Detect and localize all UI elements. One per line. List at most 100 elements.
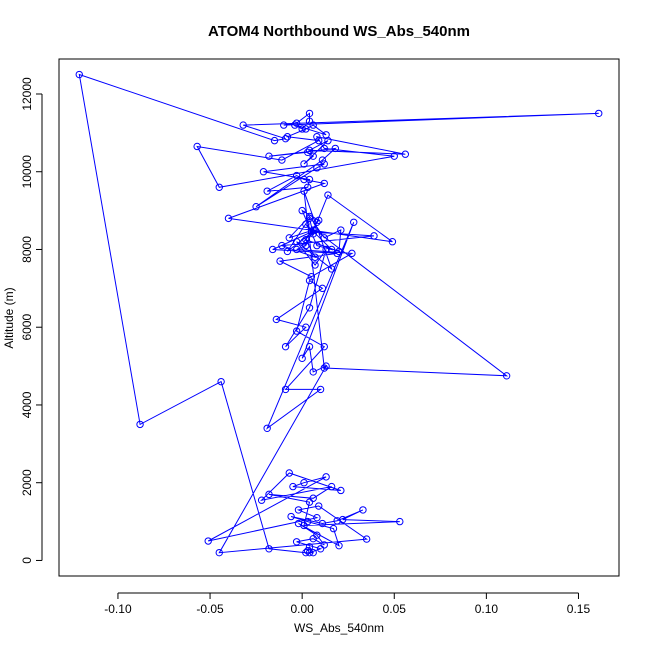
data-point xyxy=(322,362,330,370)
data-point xyxy=(265,545,273,553)
data-point xyxy=(300,479,308,487)
data-point xyxy=(320,342,328,351)
data-point xyxy=(292,327,301,335)
data-point xyxy=(318,519,327,528)
data-point xyxy=(298,354,306,363)
data-point xyxy=(320,234,328,242)
data-point xyxy=(300,160,308,168)
data-point xyxy=(309,121,317,129)
data-point xyxy=(136,420,144,429)
data-point xyxy=(294,506,303,514)
data-point xyxy=(331,144,340,153)
y-tick-label: 8000 xyxy=(20,236,34,263)
chart-title: ATOM4 Northbound WS_Abs_540nm xyxy=(208,23,470,40)
data-point xyxy=(305,109,314,118)
data-point xyxy=(252,203,260,211)
data-point xyxy=(318,156,327,164)
data-point xyxy=(298,206,306,215)
data-point xyxy=(388,237,397,246)
data-point xyxy=(300,521,308,530)
data-point xyxy=(316,545,325,553)
y-tick-label: 10000 xyxy=(20,155,34,189)
data-point xyxy=(263,187,271,195)
data-point xyxy=(298,125,306,133)
data-point xyxy=(287,512,295,521)
data-point xyxy=(320,364,328,372)
data-point xyxy=(333,517,341,525)
data-point xyxy=(315,502,323,510)
data-point xyxy=(313,513,321,522)
x-tick-label: 0.05 xyxy=(383,602,407,616)
data-point xyxy=(259,168,268,176)
data-point xyxy=(320,179,328,188)
series-layer xyxy=(75,70,603,557)
x-tick-label: 0.10 xyxy=(475,602,499,616)
data-point xyxy=(215,548,223,557)
data-point xyxy=(276,257,284,265)
data-point xyxy=(502,372,511,380)
data-point xyxy=(257,496,266,504)
data-point xyxy=(370,232,378,240)
data-point xyxy=(281,385,290,394)
data-point xyxy=(309,152,317,160)
data-point xyxy=(307,228,316,236)
data-point xyxy=(265,152,273,160)
data-point xyxy=(289,482,297,491)
data-point xyxy=(305,175,314,184)
data-point xyxy=(292,171,301,180)
data-point xyxy=(292,538,301,546)
data-point xyxy=(292,245,301,254)
data-point xyxy=(285,469,293,477)
data-point xyxy=(390,152,398,160)
data-point xyxy=(338,515,347,524)
data-point xyxy=(278,241,286,250)
data-point xyxy=(280,121,288,129)
data-point xyxy=(302,548,310,557)
data-point xyxy=(309,230,317,238)
data-point xyxy=(283,133,292,141)
data-point xyxy=(313,218,321,226)
data-point xyxy=(305,548,314,557)
x-tick-label: 0.15 xyxy=(567,602,591,616)
x-axis: -0.10 -0.05 0.00 0.05 0.10 0.15 xyxy=(104,592,591,616)
data-point xyxy=(309,226,317,234)
data-point xyxy=(348,249,356,258)
y-tick-label: 6000 xyxy=(20,314,34,341)
data-point xyxy=(595,109,603,118)
data-point xyxy=(215,183,223,191)
data-point xyxy=(327,482,336,491)
data-point xyxy=(217,377,225,386)
data-point xyxy=(309,368,317,376)
data-point xyxy=(292,237,301,246)
data-point xyxy=(263,424,271,432)
data-point xyxy=(313,531,321,539)
data-point xyxy=(337,486,345,495)
data-point xyxy=(285,234,293,242)
data-point xyxy=(309,494,317,502)
y-axis: 0 2000 4000 6000 8000 10000 12000 xyxy=(20,77,43,564)
x-tick-label: 0.00 xyxy=(290,602,314,616)
data-point xyxy=(303,148,312,156)
data-point xyxy=(300,237,308,246)
data-point xyxy=(316,385,325,394)
data-point xyxy=(270,136,279,145)
data-point xyxy=(278,156,286,164)
x-tick-label: -0.05 xyxy=(196,602,224,616)
data-point xyxy=(281,342,290,351)
data-point xyxy=(327,245,336,254)
data-point xyxy=(305,342,314,351)
data-point xyxy=(322,131,330,139)
data-point xyxy=(268,245,277,254)
data-point xyxy=(305,498,314,506)
data-point xyxy=(303,547,312,555)
data-point xyxy=(324,191,332,199)
data-point xyxy=(239,121,247,129)
data-point xyxy=(337,226,345,234)
data-point xyxy=(327,265,336,273)
data-point xyxy=(315,216,323,225)
data-point xyxy=(305,276,314,285)
data-point xyxy=(300,175,308,184)
data-point xyxy=(272,315,281,324)
data-point xyxy=(315,136,323,145)
